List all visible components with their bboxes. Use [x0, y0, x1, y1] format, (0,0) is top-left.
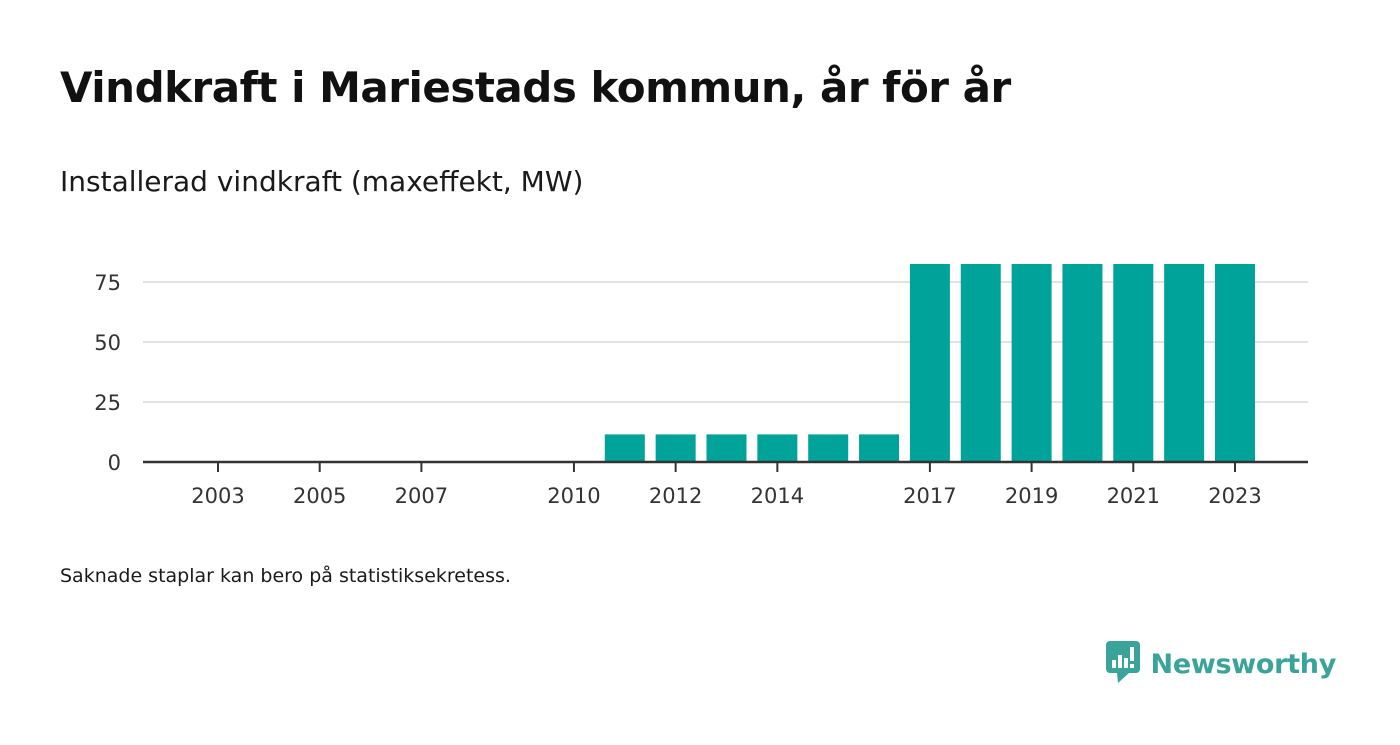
- bar: [1062, 264, 1103, 462]
- y-tick-label: 25: [94, 391, 121, 415]
- x-tick-label: 2005: [293, 484, 346, 508]
- bar: [1164, 264, 1205, 462]
- x-tick-label: 2014: [751, 484, 804, 508]
- bar: [1011, 264, 1052, 462]
- x-tick-label: 2012: [649, 484, 702, 508]
- bar: [808, 434, 849, 462]
- y-tick-label: 50: [94, 331, 121, 355]
- bar: [1215, 264, 1255, 462]
- x-tick-label: 2010: [547, 484, 600, 508]
- bar: [909, 264, 950, 462]
- bar: [859, 434, 900, 462]
- bar: [706, 434, 747, 462]
- bar: [604, 434, 645, 462]
- x-axis-ticks: 2003 2005 2007 2010 2012 2014 2017 2019 2021 2023: [191, 462, 1262, 508]
- chart-title: Vindkraft i Mariestads kommun, år för år: [60, 63, 1011, 112]
- x-tick-label: 2023: [1208, 484, 1261, 508]
- x-tick-label: 2003: [191, 484, 244, 508]
- bar: [1113, 264, 1154, 462]
- bar: [757, 434, 798, 462]
- y-tick-label: 0: [108, 451, 121, 475]
- x-tick-label: 2017: [903, 484, 956, 508]
- bar: [960, 264, 1001, 462]
- brand-name: Newsworthy: [1150, 648, 1337, 680]
- footnote: Saknade staplar kan bero på statistiksek…: [60, 565, 511, 587]
- x-tick-label: 2021: [1107, 484, 1160, 508]
- x-tick-label: 2007: [395, 484, 448, 508]
- brand-logo[interactable]: Newsworthy: [1105, 640, 1336, 688]
- y-tick-label: 75: [94, 271, 121, 295]
- bar: [655, 434, 696, 462]
- newsworthy-logo-icon: [1105, 640, 1141, 688]
- y-axis-ticks: 0 25 50 75: [94, 271, 121, 475]
- x-tick-label: 2019: [1005, 484, 1058, 508]
- bars: [604, 264, 1255, 462]
- chart-subtitle: Installerad vindkraft (maxeffekt, MW): [60, 165, 584, 198]
